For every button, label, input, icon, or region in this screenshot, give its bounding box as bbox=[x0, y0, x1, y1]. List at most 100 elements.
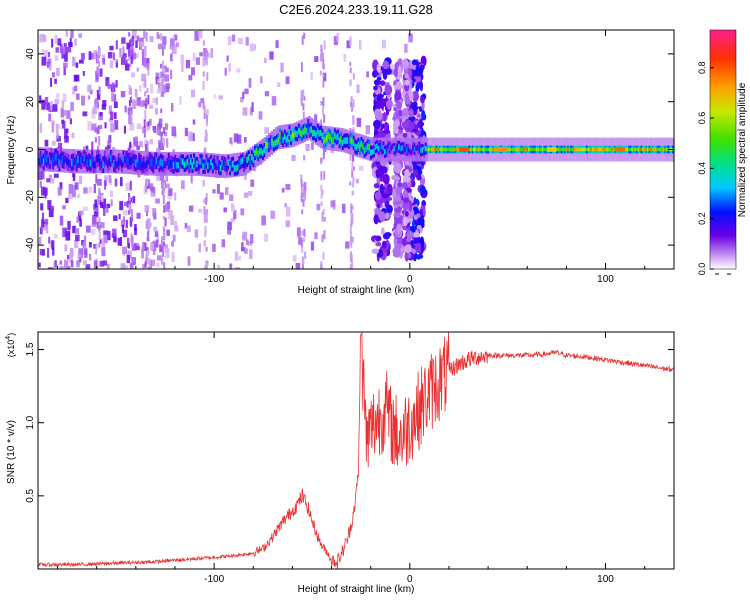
heatmap-cell bbox=[125, 219, 128, 229]
y-tick-label: 0 bbox=[25, 146, 36, 152]
heatmap-cell bbox=[217, 265, 220, 269]
heatmap-cell bbox=[484, 147, 487, 152]
x-tick-label: 0 bbox=[407, 574, 413, 585]
heatmap-cell bbox=[125, 182, 130, 192]
heatmap-cell bbox=[98, 48, 101, 56]
heatmap-cell bbox=[119, 158, 122, 166]
heatmap-cell bbox=[477, 147, 480, 152]
heatmap-cell bbox=[98, 187, 101, 197]
heatmap-cell bbox=[379, 166, 388, 172]
heatmap-cell bbox=[435, 147, 438, 152]
heatmap-cell bbox=[198, 243, 201, 253]
heatmap-cell bbox=[365, 125, 370, 135]
heatmap-cell bbox=[203, 47, 206, 57]
heatmap-cell bbox=[153, 126, 157, 133]
heatmap-cell bbox=[131, 99, 137, 109]
heatmap-cell bbox=[101, 198, 106, 209]
heatmap-cell bbox=[49, 156, 51, 165]
heatmap-cell bbox=[130, 116, 133, 125]
heatmap-cell bbox=[174, 220, 177, 230]
heatmap-cell bbox=[64, 128, 68, 139]
heatmap-cell bbox=[93, 50, 98, 59]
heatmap-cell bbox=[181, 63, 184, 73]
heatmap-cell bbox=[68, 183, 73, 194]
heatmap-cell bbox=[285, 220, 291, 228]
heatmap-cell bbox=[86, 145, 89, 153]
heatmap-cell bbox=[51, 122, 54, 133]
heatmap-cell bbox=[147, 70, 150, 76]
heatmap-cell bbox=[72, 225, 75, 234]
heatmap-cell bbox=[413, 236, 422, 246]
heatmap-cell bbox=[650, 147, 653, 152]
heatmap-cell bbox=[423, 149, 426, 156]
heatmap-cell bbox=[41, 212, 45, 220]
heatmap-cell bbox=[408, 90, 414, 102]
heatmap-cell bbox=[149, 138, 153, 145]
heatmap-cell bbox=[63, 66, 66, 76]
heatmap-cell bbox=[568, 147, 571, 152]
heatmap-cell bbox=[64, 51, 68, 62]
heatmap-cell bbox=[156, 255, 162, 261]
heatmap-cell bbox=[200, 158, 203, 165]
heatmap-cell bbox=[131, 236, 134, 246]
heatmap-cell bbox=[59, 43, 63, 54]
heatmap-cell bbox=[384, 84, 393, 96]
heatmap-cell bbox=[294, 130, 297, 137]
heatmap-cell bbox=[149, 36, 154, 43]
heatmap-cell bbox=[301, 230, 304, 236]
heatmap-cell bbox=[147, 126, 150, 132]
heatmap-cell bbox=[107, 52, 113, 59]
heatmap-cell bbox=[102, 260, 108, 266]
heatmap-cell bbox=[55, 153, 58, 161]
heatmap-cell bbox=[376, 242, 382, 247]
heatmap-cell bbox=[143, 55, 146, 65]
heatmap-cell bbox=[103, 206, 106, 216]
heatmap-cell bbox=[145, 32, 148, 42]
heatmap-cell bbox=[40, 203, 44, 211]
heatmap-cell bbox=[394, 216, 402, 226]
heatmap-cell bbox=[104, 180, 107, 190]
heatmap-cell bbox=[152, 97, 157, 103]
heatmap-cell bbox=[346, 137, 349, 144]
heatmap-cell bbox=[443, 147, 446, 152]
heatmap-cell bbox=[349, 79, 352, 86]
heatmap-cell bbox=[398, 144, 401, 150]
heatmap-cell bbox=[78, 248, 83, 259]
heatmap-noise bbox=[38, 30, 413, 269]
heatmap-cell bbox=[144, 242, 147, 252]
heatmap-cell bbox=[136, 53, 139, 59]
heatmap-cell bbox=[109, 45, 114, 51]
heatmap-cell bbox=[251, 102, 254, 112]
heatmap-cell bbox=[120, 177, 123, 187]
heatmap-cell bbox=[130, 72, 136, 78]
heatmap-cell bbox=[99, 158, 102, 167]
heatmap-cell bbox=[165, 83, 170, 89]
heatmap-cell bbox=[404, 146, 407, 153]
heatmap-cell bbox=[578, 147, 581, 152]
heatmap-cell bbox=[53, 173, 59, 178]
heatmap-cell bbox=[124, 201, 128, 206]
heatmap-cell bbox=[114, 161, 117, 169]
heatmap-cell bbox=[87, 95, 91, 100]
heatmap-cell bbox=[53, 261, 56, 269]
heatmap-cell bbox=[322, 147, 325, 156]
heatmap-cell bbox=[386, 183, 393, 195]
heatmap-cell bbox=[351, 137, 354, 145]
heatmap-cell bbox=[321, 189, 324, 195]
heatmap-cell bbox=[320, 119, 323, 128]
heatmap-cell bbox=[250, 179, 255, 187]
heatmap-cell bbox=[144, 162, 147, 170]
heatmap-cell bbox=[409, 148, 411, 154]
heatmap-cell bbox=[275, 40, 279, 49]
heatmap-cell bbox=[285, 184, 291, 190]
heatmap-cell bbox=[385, 68, 393, 75]
heatmap-cell bbox=[129, 46, 132, 51]
spectrogram-panel: -100 0 100 -40 -20 0 20 40 Height of straight l… bbox=[6, 29, 675, 296]
heatmap-cell bbox=[129, 110, 132, 116]
heatmap-cell bbox=[127, 157, 130, 165]
heatmap-cell bbox=[203, 163, 206, 171]
heatmap-cell bbox=[185, 59, 191, 69]
heatmap-cell bbox=[50, 205, 54, 211]
heatmap-cell bbox=[161, 173, 164, 182]
heatmap-cell bbox=[269, 51, 274, 60]
